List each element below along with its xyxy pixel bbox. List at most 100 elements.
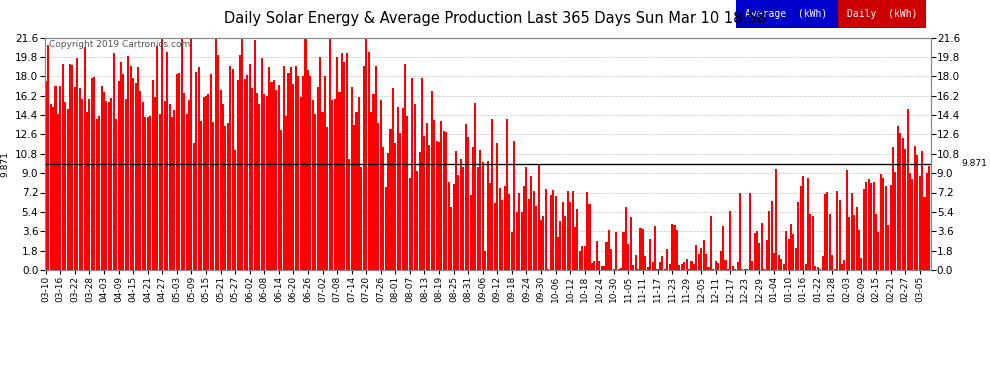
Bar	[872, 183, 874, 270]
Bar	[778, 255, 780, 270]
Bar	[902, 138, 904, 270]
Bar	[690, 261, 693, 270]
Bar	[732, 266, 734, 270]
Bar	[591, 263, 593, 270]
Bar	[469, 195, 471, 270]
Bar	[61, 64, 63, 270]
Bar	[633, 266, 635, 270]
Bar	[147, 117, 148, 270]
Bar	[921, 151, 923, 270]
Bar	[154, 97, 156, 270]
Bar	[300, 96, 302, 270]
Bar	[919, 176, 921, 270]
Bar	[239, 55, 241, 270]
Bar	[730, 211, 732, 270]
Bar	[628, 244, 630, 270]
Bar	[566, 190, 568, 270]
Bar	[494, 203, 496, 270]
Bar	[314, 114, 316, 270]
Bar	[397, 107, 399, 270]
Bar	[292, 84, 294, 270]
Bar	[309, 76, 312, 270]
Bar	[904, 150, 906, 270]
Bar	[312, 100, 314, 270]
Bar	[355, 112, 357, 270]
Bar	[666, 249, 668, 270]
Bar	[353, 125, 355, 270]
Bar	[339, 92, 341, 270]
Bar	[327, 127, 329, 270]
Bar	[367, 52, 369, 270]
Bar	[496, 143, 498, 270]
Bar	[389, 129, 391, 270]
Bar	[812, 216, 814, 270]
Bar	[756, 231, 758, 270]
Bar	[885, 186, 887, 270]
Bar	[554, 196, 556, 270]
Bar	[71, 64, 73, 270]
Bar	[50, 104, 51, 270]
Bar	[357, 97, 360, 270]
Bar	[392, 88, 394, 270]
Bar	[598, 261, 600, 270]
Bar	[858, 230, 860, 270]
Bar	[166, 53, 168, 270]
Text: Daily  (kWh): Daily (kWh)	[846, 9, 917, 19]
Bar	[822, 256, 824, 270]
Bar	[661, 256, 663, 270]
Bar	[486, 161, 489, 270]
Bar	[171, 117, 173, 270]
Bar	[875, 214, 877, 270]
Bar	[807, 178, 809, 270]
Bar	[531, 176, 533, 270]
Bar	[69, 64, 71, 270]
Bar	[870, 183, 872, 270]
Bar	[268, 67, 270, 270]
Bar	[882, 178, 884, 270]
Bar	[74, 87, 76, 270]
Bar	[173, 110, 175, 270]
Bar	[673, 225, 675, 270]
Bar	[295, 66, 297, 270]
Bar	[462, 167, 464, 270]
Bar	[775, 169, 777, 270]
Bar	[151, 80, 153, 270]
Bar	[248, 64, 250, 270]
Bar	[877, 232, 879, 270]
Bar	[452, 184, 454, 270]
Bar	[805, 264, 807, 270]
Bar	[606, 242, 608, 270]
Bar	[370, 112, 372, 270]
Bar	[887, 225, 889, 270]
Bar	[145, 117, 147, 270]
Bar	[290, 67, 292, 270]
Text: Daily Solar Energy & Average Production Last 365 Days Sun Mar 10 18:58: Daily Solar Energy & Average Production …	[224, 11, 766, 26]
Bar	[601, 266, 603, 270]
Bar	[676, 230, 678, 270]
Bar	[86, 112, 88, 270]
Bar	[698, 254, 700, 270]
Bar	[722, 226, 724, 270]
Bar	[282, 66, 285, 270]
Bar	[404, 64, 406, 270]
Bar	[659, 262, 661, 270]
Bar	[407, 116, 409, 270]
Bar	[278, 86, 280, 270]
Bar	[193, 142, 195, 270]
Bar	[414, 104, 416, 270]
Bar	[797, 202, 799, 270]
Bar	[907, 109, 909, 270]
Bar	[377, 123, 379, 270]
Bar	[708, 267, 710, 270]
Bar	[113, 53, 115, 270]
Bar	[576, 210, 578, 270]
Bar	[623, 232, 625, 270]
Bar	[79, 87, 81, 270]
Bar	[118, 81, 120, 270]
Text: Copyright 2019 Cartronics.com: Copyright 2019 Cartronics.com	[49, 40, 190, 49]
Bar	[93, 77, 95, 270]
Bar	[899, 134, 901, 270]
Bar	[163, 102, 165, 270]
Bar	[889, 185, 892, 270]
Bar	[120, 62, 122, 270]
